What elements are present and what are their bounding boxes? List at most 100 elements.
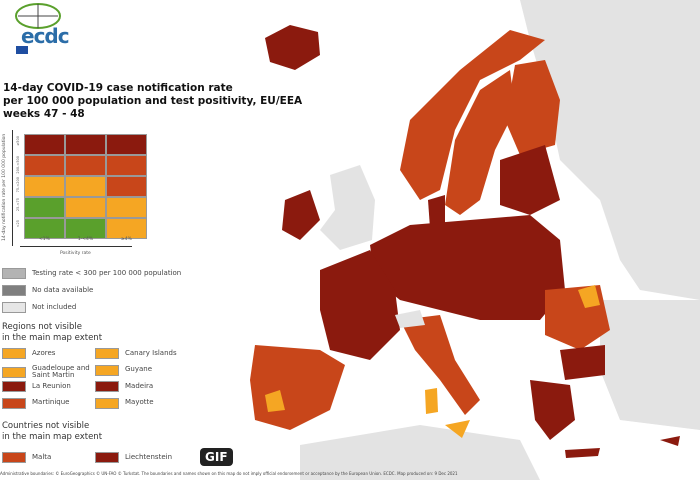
legend-item: La Reunion — [2, 381, 71, 392]
matrix-y-label: 14-day notification rate per 100 000 pop… — [2, 133, 7, 242]
matrix-cell — [25, 135, 64, 154]
matrix-col-label: 1-<4% — [77, 237, 94, 242]
logo-text: ecdc — [21, 24, 70, 48]
legend-swatch — [2, 397, 26, 409]
map-region-sardinia — [425, 388, 438, 414]
regions-heading: Regions not visible in the main map exte… — [2, 322, 102, 344]
legend-swatch — [2, 285, 26, 296]
title-line: 14-day COVID-19 case notification rate — [3, 82, 233, 94]
legend-label: Guadeloupe and Saint Martin — [32, 363, 90, 379]
legend-item: Not included — [2, 302, 76, 313]
matrix-col-label: ≥4% — [121, 237, 132, 242]
heading-line: Countries not visible — [2, 421, 90, 431]
matrix-row-label: 25-<75 — [16, 198, 20, 212]
matrix-x-label: Positivity rate — [60, 251, 91, 256]
legend-label: Azores — [32, 348, 56, 357]
matrix-cell — [25, 198, 64, 217]
map-region-finland — [505, 60, 560, 155]
matrix-y-axis — [12, 130, 13, 246]
legend-item: Malta — [2, 452, 51, 463]
map-region-italy — [400, 315, 480, 415]
legend-label: Madeira — [125, 381, 154, 390]
map-region-africa — [300, 425, 540, 480]
legend-item: Azores — [2, 348, 55, 359]
matrix-cell — [25, 219, 64, 238]
map-region-uk — [320, 165, 375, 250]
legend-label: Martinique — [32, 398, 70, 407]
gif-badge[interactable]: GIF — [200, 448, 233, 466]
matrix-cell — [25, 156, 64, 175]
map-footer: Administrative boundaries: © EuroGeograp… — [0, 471, 458, 476]
matrix-cell — [107, 156, 146, 175]
legend-label: Testing rate < 300 per 100 000 populatio… — [32, 268, 182, 277]
legend-label: La Reunion — [32, 381, 71, 390]
matrix-row-label: ≥500 — [16, 136, 20, 146]
legend-swatch — [2, 268, 26, 279]
map-region-greece — [530, 380, 575, 440]
map-region-sweden — [445, 70, 515, 215]
heading-line: in the main map extent — [2, 432, 103, 442]
map-region-crete — [565, 448, 600, 458]
legend-item: No data available — [2, 285, 93, 296]
legend-swatch — [95, 452, 119, 463]
map-region-denmark — [428, 195, 445, 228]
legend-swatch — [2, 452, 26, 463]
eu-flag-icon — [16, 46, 28, 54]
matrix-row-label: 200-<500 — [16, 156, 20, 174]
legend-label: Canary Islands — [125, 348, 177, 357]
legend-label: Mayotte — [125, 398, 154, 407]
matrix-cell — [66, 177, 105, 196]
legend-swatch — [2, 348, 26, 359]
title-line: weeks 47 - 48 — [3, 108, 85, 120]
legend-swatch — [2, 381, 26, 392]
legend-item: Testing rate < 300 per 100 000 populatio… — [2, 268, 181, 279]
legend-item: Martinique — [2, 397, 70, 409]
legend-label: No data available — [32, 285, 94, 294]
legend-item: Mayotte — [95, 397, 154, 409]
legend-label: Not included — [32, 302, 77, 311]
matrix-cell — [107, 177, 146, 196]
legend-item: Guadeloupe and Saint Martin — [2, 363, 90, 380]
legend-swatch — [2, 302, 26, 313]
matrix-cell — [107, 135, 146, 154]
legend-swatch — [2, 366, 26, 378]
countries-heading: Countries not visible in the main map ex… — [2, 421, 102, 443]
legend-item: Guyane — [95, 364, 152, 376]
matrix-cell — [66, 135, 105, 154]
map-region-balkans-east — [600, 300, 700, 430]
map-region-norway — [400, 30, 545, 200]
map-region-baltics — [500, 145, 560, 215]
legend-swatch — [95, 364, 119, 376]
map-title: 14-day COVID-19 case notification rate p… — [3, 82, 363, 121]
matrix-cell — [107, 219, 146, 238]
matrix-row-label: 75-<200 — [16, 177, 20, 193]
map-region-spain-orange — [265, 390, 285, 412]
matrix-x-axis — [20, 246, 132, 247]
matrix-cell — [66, 219, 105, 238]
ecdc-logo: ecdc — [4, 2, 74, 54]
legend-swatch — [95, 381, 119, 392]
map-region-france — [320, 250, 400, 360]
heading-line: in the main map extent — [2, 333, 103, 343]
map-region-sicily — [445, 420, 470, 438]
legend-label: Liechtenstein — [125, 452, 173, 461]
matrix-col-label: <1% — [39, 237, 50, 242]
legend-item: Liechtenstein — [95, 452, 172, 463]
map-region-central-europe — [370, 215, 565, 320]
legend-swatch — [95, 397, 119, 409]
map-region-romania-orange — [578, 285, 600, 308]
map-region-not-included — [520, 0, 700, 300]
map-region-ireland — [282, 190, 320, 240]
matrix-cell — [25, 177, 64, 196]
title-line: per 100 000 population and test positivi… — [3, 95, 303, 107]
map-region-bulgaria — [560, 345, 605, 380]
legend-item: Canary Islands — [95, 348, 177, 359]
heading-line: Regions not visible — [2, 322, 83, 332]
map-region-cyprus — [660, 436, 680, 446]
matrix-cell — [107, 198, 146, 217]
map-region-iceland — [265, 25, 320, 70]
legend-swatch — [95, 348, 119, 359]
matrix-row-label: <25 — [16, 220, 20, 228]
color-matrix-legend — [24, 134, 147, 239]
